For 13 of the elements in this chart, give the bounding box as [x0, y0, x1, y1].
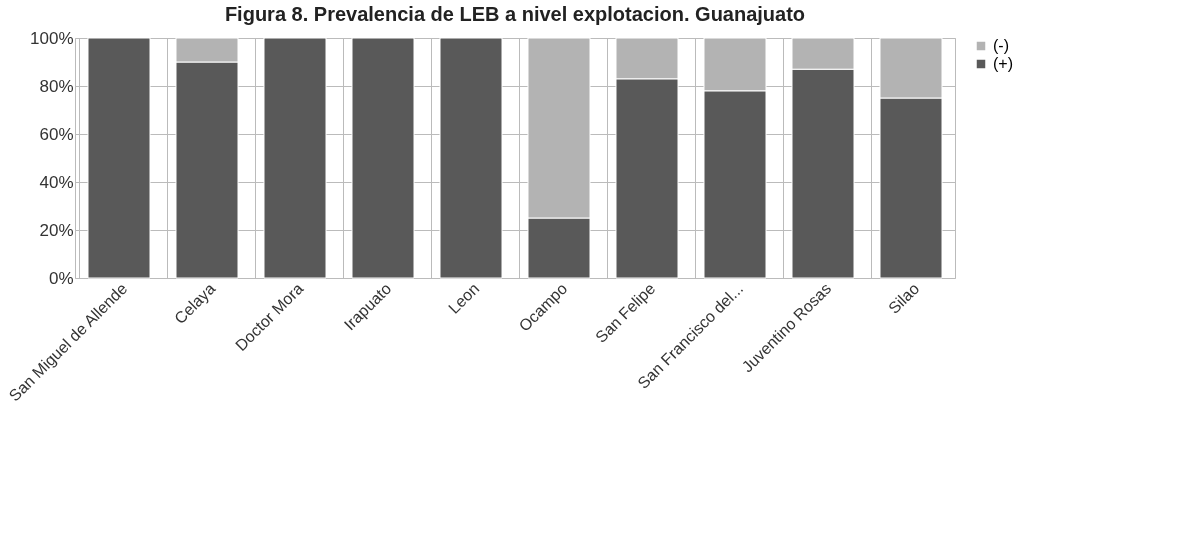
- legend-label: (+): [993, 55, 1013, 72]
- y-tick-label: 80%: [39, 76, 74, 96]
- bar: [263, 37, 327, 279]
- bar: [439, 37, 503, 279]
- y-tick-label: 40%: [39, 172, 74, 192]
- bar: [87, 37, 151, 279]
- chart-title: Figura 8. Prevalencia de LEB a nivel explotacion. Guanajuato: [224, 3, 806, 25]
- y-tick-label: 60%: [39, 124, 74, 144]
- y-tick-label: 20%: [39, 220, 74, 240]
- y-tick-label: 100%: [30, 28, 74, 48]
- y-tick-label: 0%: [48, 268, 74, 288]
- bar: [351, 37, 415, 279]
- legend-label: (-): [993, 37, 1009, 54]
